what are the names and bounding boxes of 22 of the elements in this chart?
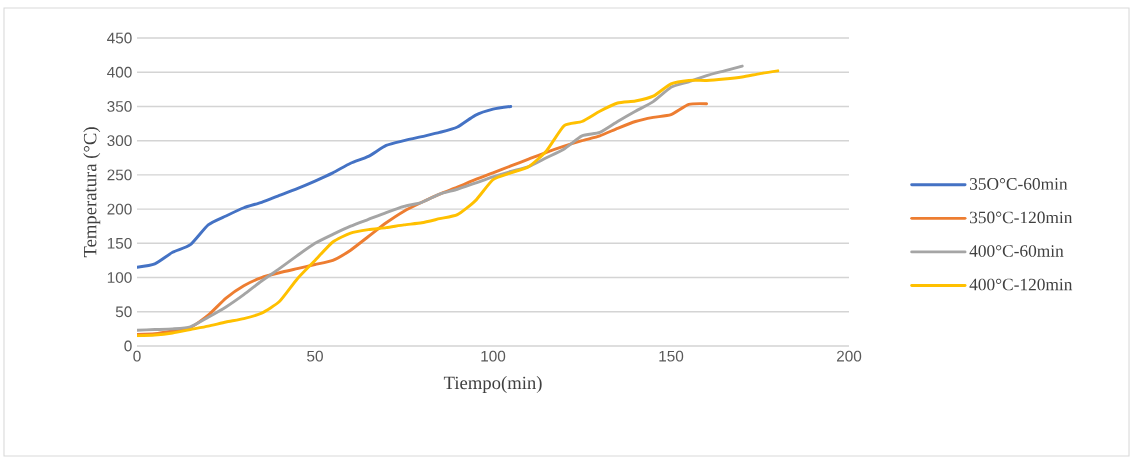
x-tick-label: 150 <box>659 350 684 362</box>
x-tick-label: 0 <box>133 350 141 362</box>
y-tick-label: 150 <box>107 237 132 249</box>
y-tick-label: 50 <box>115 306 132 318</box>
x-tick-label: 50 <box>307 350 323 362</box>
legend-label: 350°C-120min <box>970 211 1073 224</box>
line-series <box>137 104 513 269</box>
y-axis-title: Temperatura (°C) <box>83 127 101 258</box>
x-tick-label: 200 <box>836 350 862 362</box>
y-tick-label: 250 <box>107 169 132 181</box>
y-tick-label: 400 <box>107 66 132 78</box>
y-tick-label: 350 <box>107 101 132 112</box>
legend-label: 400°C-120min <box>969 278 1073 291</box>
x-axis-title: Tiempo(min) <box>443 376 542 393</box>
y-tick-label: 100 <box>107 272 132 283</box>
legend-label: 400°C-60min <box>969 245 1064 257</box>
x-tick-label: 100 <box>481 350 506 362</box>
y-tick-label: 450 <box>107 32 132 44</box>
legend-label: 35O°C-60min <box>970 178 1068 190</box>
y-tick-label: 0 <box>124 340 132 352</box>
y-tick-label: 200 <box>107 203 132 215</box>
y-tick-label: 300 <box>107 135 132 147</box>
